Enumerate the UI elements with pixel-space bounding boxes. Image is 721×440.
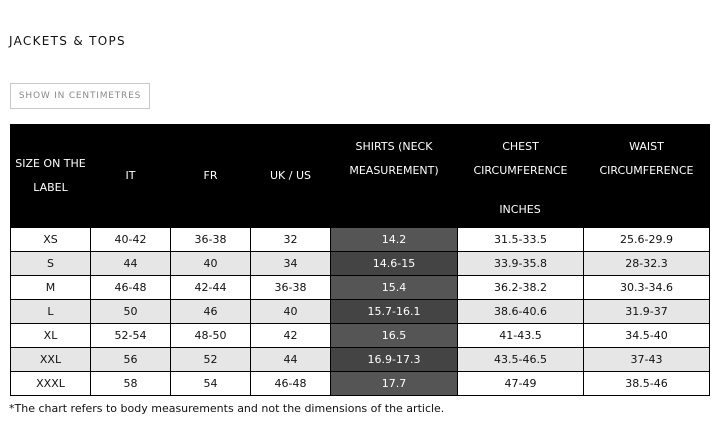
cell-size-label: XL xyxy=(10,323,91,348)
header-row: SIZE ON THE LABEL IT FR UK / US SHIRTS (… xyxy=(10,124,710,228)
section-title: JACKETS & TOPS xyxy=(9,34,126,48)
cell-uk-us: 42 xyxy=(250,323,331,348)
cell-waist: 25.6-29.9 xyxy=(583,227,710,252)
cell-uk-us: 40 xyxy=(250,299,331,324)
cell-shirts-neck: 14.6-15 xyxy=(330,251,458,276)
cell-waist: 31.9-37 xyxy=(583,299,710,324)
cell-fr: 36-38 xyxy=(170,227,251,252)
cell-it: 44 xyxy=(90,251,171,276)
header-unit-row: INCHES xyxy=(11,192,710,228)
cell-chest: 41-43.5 xyxy=(457,323,584,348)
header-fr: FR xyxy=(170,124,251,228)
header-uk-us: UK / US xyxy=(250,124,331,228)
cell-waist: 37-43 xyxy=(583,347,710,372)
cell-fr: 52 xyxy=(170,347,251,372)
cell-fr: 42-44 xyxy=(170,275,251,300)
cell-shirts-neck: 17.7 xyxy=(330,371,458,396)
cell-chest: 33.9-35.8 xyxy=(457,251,584,276)
cell-uk-us: 36-38 xyxy=(250,275,331,300)
header-size-label: SIZE ON THE LABEL xyxy=(10,124,91,228)
cell-uk-us: 44 xyxy=(250,347,331,372)
header-chest: CHEST CIRCUMFERENCE xyxy=(457,124,584,193)
cell-fr: 54 xyxy=(170,371,251,396)
cell-it: 46-48 xyxy=(90,275,171,300)
header-it: IT xyxy=(90,124,171,228)
cell-size-label: XXXL xyxy=(10,371,91,396)
cell-fr: 48-50 xyxy=(170,323,251,348)
cell-it: 52-54 xyxy=(90,323,171,348)
cell-chest: 36.2-38.2 xyxy=(457,275,584,300)
cell-chest: 38.6-40.6 xyxy=(457,299,584,324)
cell-shirts-neck: 14.2 xyxy=(330,227,458,252)
cell-size-label: M xyxy=(10,275,91,300)
cell-uk-us: 46-48 xyxy=(250,371,331,396)
cell-size-label: XS xyxy=(10,227,91,252)
cell-size-label: L xyxy=(10,299,91,324)
table-row: L 50 46 40 15.7-16.1 38.6-40.6 31.9-37 xyxy=(10,299,710,324)
header-shirts: SHIRTS (NECK MEASUREMENT) xyxy=(330,124,458,193)
cell-waist: 34.5-40 xyxy=(583,323,710,348)
footnote: *The chart refers to body measurements a… xyxy=(9,402,445,415)
cell-it: 58 xyxy=(90,371,171,396)
table-row: XS 40-42 36-38 32 14.2 31.5-33.5 25.6-29.9 xyxy=(10,227,710,252)
cell-shirts-neck: 15.7-16.1 xyxy=(330,299,458,324)
table-row: XXL 56 52 44 16.9-17.3 43.5-46.5 37-43 xyxy=(10,347,710,372)
header-unit: INCHES xyxy=(330,192,710,228)
show-in-centimetres-button[interactable]: SHOW IN CENTIMETRES xyxy=(10,83,150,109)
cell-shirts-neck: 16.9-17.3 xyxy=(330,347,458,372)
table-row: M 46-48 42-44 36-38 15.4 36.2-38.2 30.3-34.6 xyxy=(10,275,710,300)
cell-size-label: XXL xyxy=(10,347,91,372)
cell-it: 56 xyxy=(90,347,171,372)
cell-chest: 47-49 xyxy=(457,371,584,396)
cell-it: 40-42 xyxy=(90,227,171,252)
cell-it: 50 xyxy=(90,299,171,324)
cell-fr: 46 xyxy=(170,299,251,324)
cell-shirts-neck: 16.5 xyxy=(330,323,458,348)
size-chart-table: SIZE ON THE LABEL IT FR UK / US SHIRTS (… xyxy=(10,124,710,396)
table-row: S 44 40 34 14.6-15 33.9-35.8 28-32.3 xyxy=(10,251,710,276)
cell-waist: 30.3-34.6 xyxy=(583,275,710,300)
cell-waist: 28-32.3 xyxy=(583,251,710,276)
cell-chest: 31.5-33.5 xyxy=(457,227,584,252)
cell-waist: 38.5-46 xyxy=(583,371,710,396)
cell-uk-us: 32 xyxy=(250,227,331,252)
table-row: XXXL 58 54 46-48 17.7 47-49 38.5-46 xyxy=(10,371,710,396)
cell-size-label: S xyxy=(10,251,91,276)
cell-fr: 40 xyxy=(170,251,251,276)
table-row: XL 52-54 48-50 42 16.5 41-43.5 34.5-40 xyxy=(10,323,710,348)
cell-shirts-neck: 15.4 xyxy=(330,275,458,300)
cell-uk-us: 34 xyxy=(250,251,331,276)
size-chart-body: XS 40-42 36-38 32 14.2 31.5-33.5 25.6-29.9 S 44 4… xyxy=(10,227,710,396)
cell-chest: 43.5-46.5 xyxy=(457,347,584,372)
header-waist: WAIST CIRCUMFERENCE xyxy=(583,124,710,193)
